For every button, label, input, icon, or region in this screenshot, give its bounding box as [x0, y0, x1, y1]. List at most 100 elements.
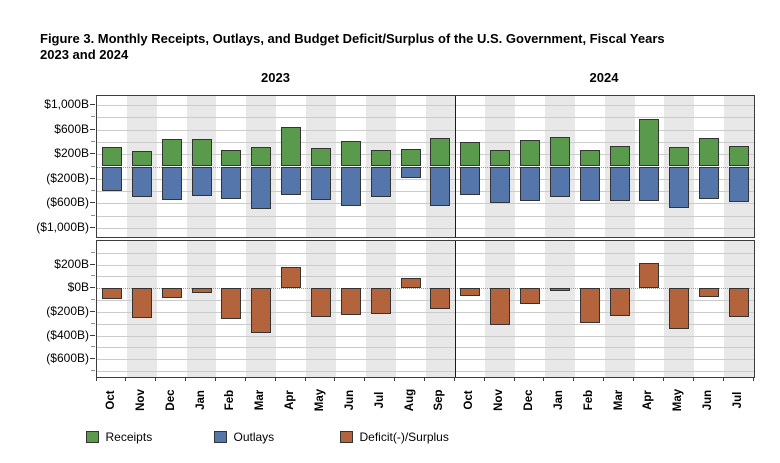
outlays-swatch-icon: [214, 430, 227, 444]
bar-receipts-2023-apr: [281, 127, 302, 167]
x-axis-tick: [752, 377, 754, 381]
gridline: [97, 178, 754, 180]
bar-receipts-2024-nov: [490, 149, 511, 167]
bar-outlays-2023-apr: [281, 166, 302, 195]
bar-deficit_surplus-2024-jul: [729, 288, 750, 318]
y-axis-minor-tick: [91, 140, 95, 142]
panel-year-header-2023: 2023: [261, 70, 290, 85]
month-stripe: [186, 241, 217, 377]
bar-receipts-2023-jun: [340, 140, 361, 167]
gridline: [97, 227, 754, 229]
legend-item-deficit-surplus: Deficit(-)/Surplus: [340, 430, 449, 444]
bar-receipts-2023-aug: [400, 149, 421, 167]
bar-deficit_surplus-2023-aug: [400, 277, 421, 289]
y-axis-minor-tick: [91, 214, 95, 216]
x-axis-tick: [573, 377, 575, 381]
bar-receipts-2024-jul: [729, 146, 750, 167]
legend: Receipts Outlays Deficit(-)/Surplus: [0, 430, 780, 446]
gridline: [97, 347, 754, 349]
y-axis-tick: [90, 358, 95, 360]
bar-deficit_surplus-2024-apr: [639, 263, 660, 289]
y-axis-label: ($200B): [46, 303, 89, 318]
gridline: [97, 300, 754, 302]
bar-receipts-2023-mar: [251, 147, 272, 167]
gridline: [97, 276, 754, 278]
gridline: [97, 191, 754, 193]
y-axis-label: ($200B): [46, 170, 89, 185]
legend-label-outlays: Outlays: [233, 430, 275, 444]
bar-deficit_surplus-2023-jan: [191, 288, 212, 293]
top-panel: [96, 95, 755, 238]
x-axis-tick: [185, 377, 187, 381]
gridline: [97, 311, 754, 313]
month-stripe: [544, 241, 575, 377]
y-axis-minor-tick: [91, 322, 95, 324]
bar-deficit_surplus-2023-oct: [101, 288, 122, 299]
x-axis-tick: [274, 377, 276, 381]
figure-title: Figure 3. Monthly Receipts, Outlays, and…: [40, 31, 770, 64]
gridline: [97, 105, 754, 107]
gridline: [97, 141, 754, 143]
legend-item-outlays: Outlays: [214, 430, 274, 444]
y-axis-label: $200B: [54, 146, 89, 161]
bar-receipts-2024-may: [669, 146, 690, 167]
bar-outlays-2023-feb: [221, 166, 242, 199]
bar-deficit_surplus-2024-jan: [549, 288, 570, 291]
y-axis-minor-tick: [91, 275, 95, 277]
y-axis-label: $200B: [54, 256, 89, 271]
bar-receipts-2024-apr: [639, 118, 660, 167]
x-axis-tick: [722, 377, 724, 381]
x-axis-tick: [125, 377, 127, 381]
bar-deficit_surplus-2023-apr: [281, 267, 302, 289]
bar-deficit_surplus-2023-jul: [370, 288, 391, 315]
bar-receipts-2024-feb: [579, 149, 600, 167]
bar-deficit_surplus-2024-jun: [699, 288, 720, 297]
bar-deficit_surplus-2023-nov: [131, 288, 152, 318]
x-axis-tick: [394, 377, 396, 381]
y-axis-label: ($600B): [46, 351, 89, 366]
bar-outlays-2023-jul: [370, 166, 391, 197]
bar-deficit_surplus-2024-feb: [579, 288, 600, 324]
bar-receipts-2023-dec: [161, 138, 182, 167]
y-axis-tick: [90, 226, 95, 228]
bar-receipts-2024-jan: [549, 137, 570, 167]
bar-deficit_surplus-2024-oct: [460, 288, 481, 297]
y-axis-label: $0B: [67, 280, 89, 295]
bar-receipts-2024-mar: [609, 146, 630, 167]
bar-receipts-2024-dec: [520, 140, 541, 167]
legend-label-deficit-surplus: Deficit(-)/Surplus: [359, 430, 449, 444]
gridline: [97, 252, 754, 254]
panel-year-header-2024: 2024: [589, 70, 619, 85]
bar-receipts-2023-oct: [101, 146, 122, 167]
bar-outlays-2024-apr: [639, 166, 660, 202]
bar-receipts-2023-jan: [191, 139, 212, 167]
zero-line: [97, 166, 754, 168]
gridline: [97, 129, 754, 131]
x-axis-tick: [95, 377, 97, 381]
bar-deficit_surplus-2023-mar: [251, 288, 272, 333]
bar-outlays-2024-mar: [609, 166, 630, 202]
bar-outlays-2024-feb: [579, 166, 600, 202]
bar-outlays-2023-jun: [340, 166, 361, 207]
figure-title-line1: Figure 3. Monthly Receipts, Outlays, and…: [40, 31, 665, 46]
deficit-surplus-swatch-icon: [340, 430, 353, 444]
x-axis-tick: [214, 377, 216, 381]
bar-deficit_surplus-2024-nov: [490, 288, 511, 326]
y-axis-label: ($400B): [46, 327, 89, 342]
bar-outlays-2024-nov: [490, 166, 511, 203]
bar-outlays-2023-nov: [131, 166, 152, 198]
x-axis-tick: [244, 377, 246, 381]
y-axis-tick: [90, 153, 95, 155]
x-axis-tick: [692, 377, 694, 381]
y-axis-minor-tick: [91, 299, 95, 301]
bar-outlays-2024-dec: [520, 166, 541, 201]
figure-title-line2: 2023 and 2024: [40, 47, 129, 63]
x-axis-month-label: Jul: [732, 391, 745, 409]
bar-receipts-2023-jul: [370, 149, 391, 167]
bar-receipts-2024-jun: [699, 137, 720, 167]
receipts-swatch-icon: [86, 430, 99, 444]
x-axis-tick: [304, 377, 306, 381]
bar-deficit_surplus-2024-mar: [609, 288, 630, 317]
y-axis-label: $600B: [54, 121, 89, 136]
